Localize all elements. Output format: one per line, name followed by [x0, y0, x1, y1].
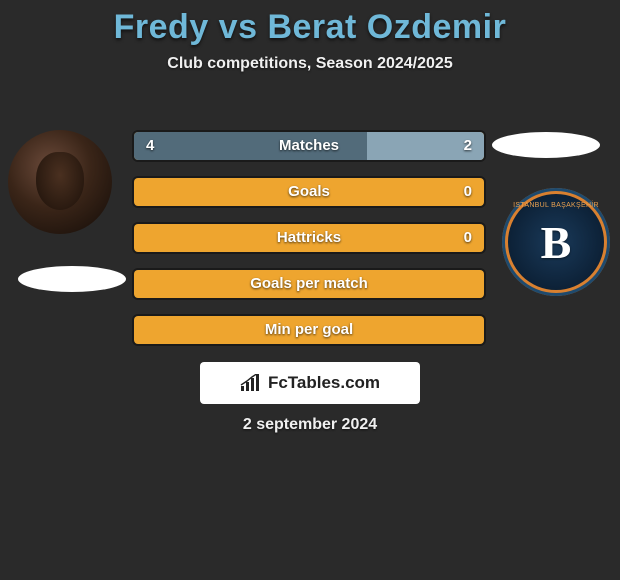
stat-row: Hattricks0: [134, 224, 484, 252]
stat-label: Goals: [134, 178, 484, 206]
chart-icon: [240, 374, 262, 392]
player-right-club-text: ISTANBUL BAŞAKŞEHİR: [513, 202, 599, 209]
player-right-club-badge: ISTANBUL BAŞAKŞEHİR B: [502, 188, 610, 296]
brand-text: FcTables.com: [268, 373, 380, 393]
stat-value-right: 0: [464, 224, 472, 252]
stat-row: Min per goal: [134, 316, 484, 344]
page-subtitle: Club competitions, Season 2024/2025: [0, 55, 620, 73]
page-title: Fredy vs Berat Ozdemir: [0, 8, 620, 47]
player-right-club-letter: B: [541, 216, 572, 269]
stat-label: Min per goal: [134, 316, 484, 344]
stat-label: Matches: [134, 132, 484, 160]
stat-value-right: 0: [464, 178, 472, 206]
stats-panel: Matches42Goals0Hattricks0Goals per match…: [134, 132, 484, 362]
stat-label: Hattricks: [134, 224, 484, 252]
player-right-flag: [492, 132, 600, 158]
stat-value-right: 2: [464, 132, 472, 160]
brand-box: FcTables.com: [200, 362, 420, 404]
stat-value-left: 4: [146, 132, 154, 160]
stat-label: Goals per match: [134, 270, 484, 298]
player-left-flag: [18, 266, 126, 292]
stat-row: Goals per match: [134, 270, 484, 298]
stat-row: Goals0: [134, 178, 484, 206]
stat-row: Matches4 2: [134, 132, 484, 160]
date-line: 2 september 2024: [0, 416, 620, 434]
player-left-avatar: [8, 130, 112, 234]
